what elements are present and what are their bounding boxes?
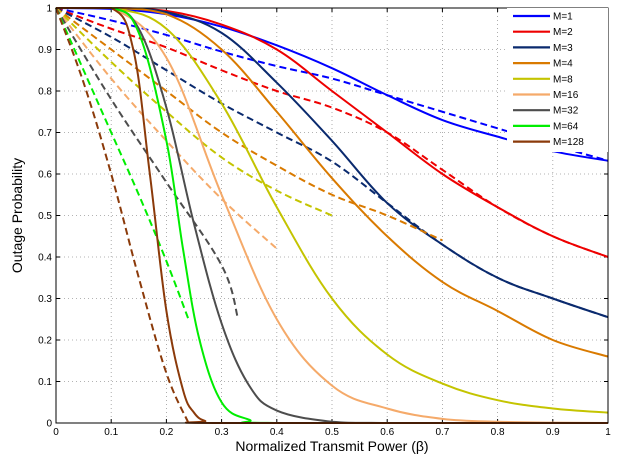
- series-line-m-8-dashed: [55, 7, 333, 217]
- y-tick-label: 0.1: [38, 377, 52, 388]
- legend-label-m-128: M=128: [553, 137, 584, 148]
- series-line-m-128-dashed: [55, 7, 190, 424]
- series-line-m-16-dashed: [55, 7, 278, 250]
- y-tick-label: 0: [46, 419, 52, 430]
- y-tick-label: 0.4: [38, 253, 52, 264]
- y-tick-label: 0.6: [38, 170, 52, 181]
- x-tick-label: 1: [605, 427, 611, 438]
- series-line-m-64-dashed: [55, 7, 190, 320]
- y-tick-label: 0.5: [38, 211, 52, 222]
- y-tick-label: 0.9: [38, 45, 52, 56]
- legend-label-m-64: M=64: [553, 121, 579, 132]
- legend-label-m-3: M=3: [553, 43, 573, 54]
- legend: M=1 M=2 M=3 M=4 M=8 M=16 M=32 M=64 M=128: [507, 8, 608, 152]
- x-tick-label: 0.7: [435, 427, 449, 438]
- y-tick-label: 0.8: [38, 87, 52, 98]
- series-line-m-4-solid: [55, 6, 609, 358]
- series-line-m-32-dashed: [55, 7, 240, 320]
- x-axis-title: Normalized Transmit Power (β): [235, 438, 428, 454]
- x-tick-label: 0.4: [270, 427, 284, 438]
- series-line-m-3-dashed: [55, 7, 609, 319]
- x-tick-label: 0.9: [546, 427, 560, 438]
- y-tick-label: 0.3: [38, 294, 52, 305]
- legend-label-m-8: M=8: [553, 74, 573, 85]
- x-tick-label: 0.8: [491, 427, 505, 438]
- y-tick-label: 1: [46, 4, 52, 15]
- x-tick-label: 0.2: [159, 427, 173, 438]
- x-tick-label: 0.1: [104, 427, 118, 438]
- series-line-m-8-solid: [55, 6, 609, 414]
- x-tick-label: 0: [53, 427, 59, 438]
- series-line-m-16-solid: [55, 6, 609, 424]
- legend-label-m-16: M=16: [553, 90, 579, 101]
- plot-frame: [55, 7, 609, 424]
- x-tick-label: 0.3: [215, 427, 229, 438]
- y-tick-label: 0.7: [38, 128, 52, 139]
- y-tick-label: 0.2: [38, 336, 52, 347]
- legend-label-m-2: M=2: [553, 27, 573, 38]
- series-line-m-2-dashed: [55, 7, 609, 258]
- x-tick-label: 0.5: [325, 427, 339, 438]
- legend-label-m-32: M=32: [553, 106, 579, 117]
- y-axis-title: Outage Probability: [9, 158, 25, 273]
- series-line-m-4-dashed: [55, 7, 443, 242]
- legend-label-m-4: M=4: [553, 59, 573, 70]
- legend-label-m-1: M=1: [553, 12, 573, 23]
- x-tick-label: 0.6: [380, 427, 394, 438]
